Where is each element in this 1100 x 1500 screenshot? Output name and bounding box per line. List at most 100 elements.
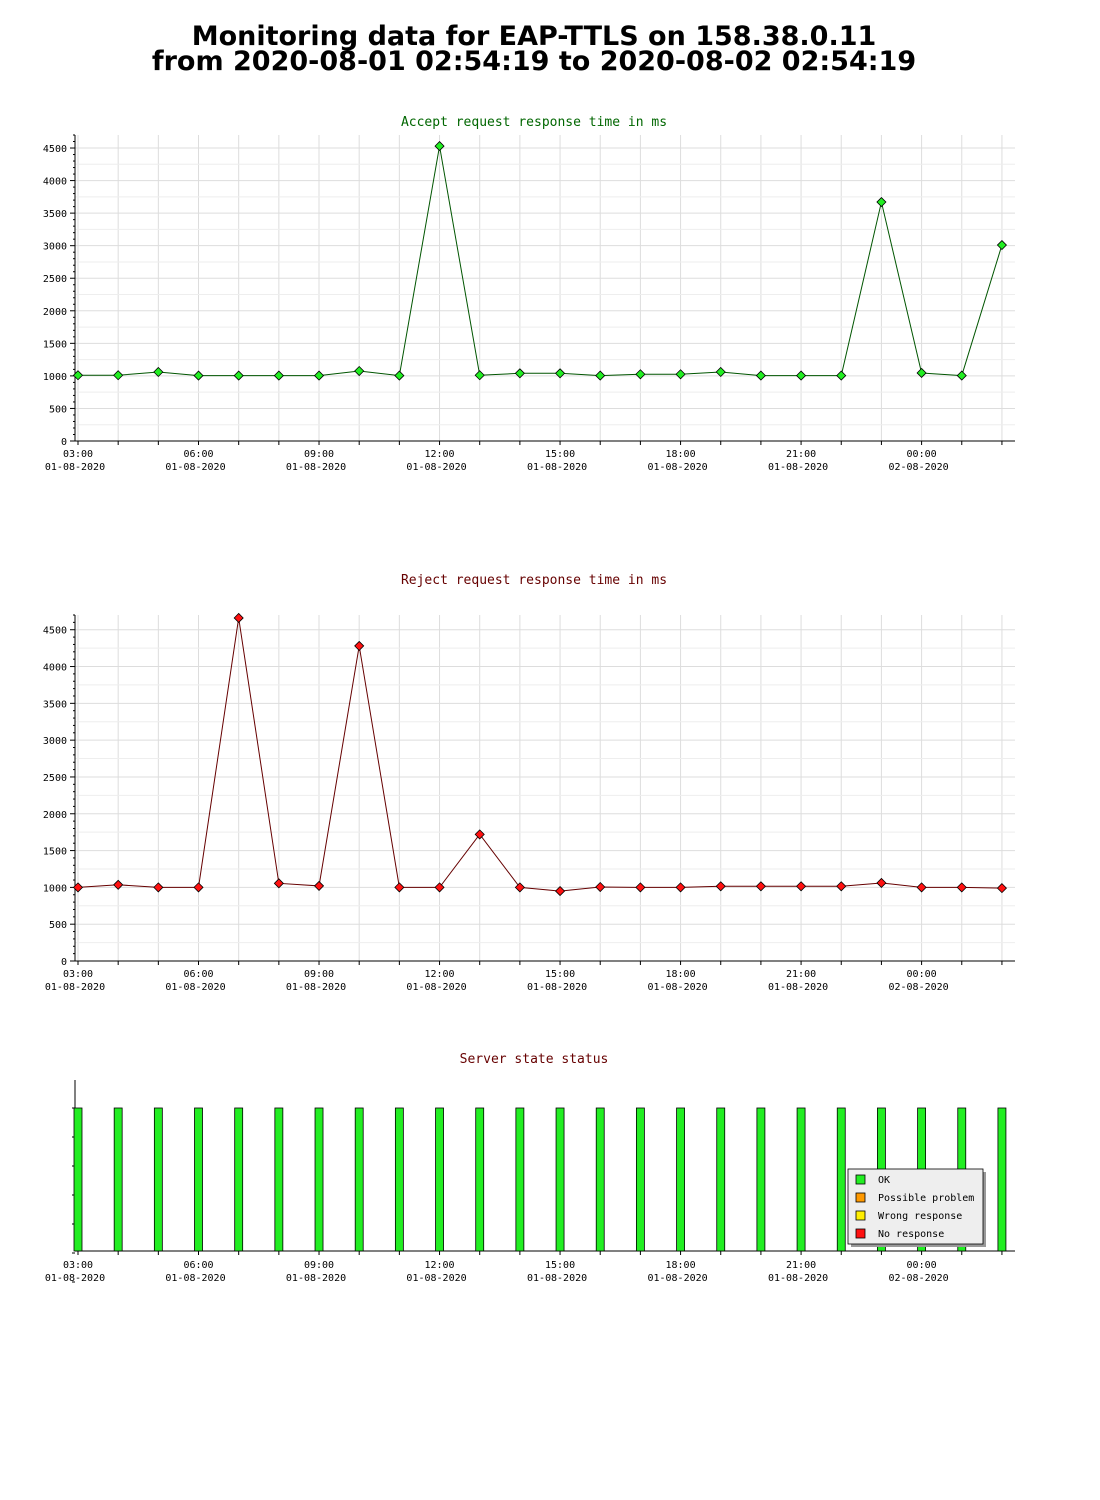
status-status-bar bbox=[435, 1107, 444, 1252]
reject-y-tick-label: 500 bbox=[49, 920, 67, 931]
accept-data-point bbox=[474, 370, 485, 381]
accept-x-tick-date: 01-08-2020 bbox=[406, 462, 466, 473]
page-title-line-1: Monitoring data for EAP-TTLS on 158.38.0… bbox=[191, 21, 877, 52]
reject-chart-title: Reject request response time in ms bbox=[401, 573, 667, 588]
legend-box bbox=[847, 1168, 984, 1245]
accept-y-tick-label: 2500 bbox=[43, 274, 67, 285]
reject-y-tick-label: 1500 bbox=[43, 847, 67, 858]
status-status-bar bbox=[515, 1107, 525, 1252]
reject-x-tick-time: 03:00 bbox=[63, 969, 93, 980]
accept-x-tick-date: 01-08-2020 bbox=[286, 462, 346, 473]
status-x-tick-time: 18:00 bbox=[666, 1260, 696, 1271]
legend-swatch bbox=[855, 1174, 866, 1185]
reject-data-point bbox=[273, 878, 284, 889]
status-status-bar bbox=[113, 1107, 123, 1252]
status-status-bar bbox=[314, 1107, 324, 1252]
status-status-bar bbox=[354, 1107, 364, 1252]
reject-data-point bbox=[836, 881, 847, 892]
accept-x-tick-time: 06:00 bbox=[183, 449, 213, 460]
status-x-tick-date: 02-08-2020 bbox=[888, 1273, 948, 1284]
status-x-tick-date: 01-08-2020 bbox=[768, 1273, 828, 1284]
accept-data-point bbox=[755, 370, 766, 381]
reject-y-tick-label: 3500 bbox=[43, 699, 67, 710]
legend-swatch bbox=[855, 1210, 866, 1221]
accept-series-line bbox=[78, 145, 1003, 377]
status-x-tick-date: 01-08-2020 bbox=[406, 1273, 466, 1284]
status-x-tick-time: 00:00 bbox=[907, 1260, 937, 1271]
accept-data-point bbox=[434, 141, 445, 152]
reject-data-point bbox=[153, 882, 164, 893]
status-status-bar bbox=[475, 1107, 485, 1252]
legend-label: OK bbox=[878, 1175, 890, 1186]
status-x-tick-date: 01-08-2020 bbox=[286, 1273, 346, 1284]
reject-x-tick-date: 01-08-2020 bbox=[406, 982, 466, 993]
accept-y-tick-label: 0 bbox=[61, 437, 67, 448]
accept-y-tick-label: 4500 bbox=[43, 144, 67, 155]
status-x-tick-time: 21:00 bbox=[786, 1260, 816, 1271]
accept-y-tick-label: 2000 bbox=[43, 307, 67, 318]
reject-x-tick-time: 18:00 bbox=[666, 969, 696, 980]
accept-data-point bbox=[916, 367, 927, 379]
status-status-bar bbox=[716, 1107, 726, 1252]
reject-x-tick-date: 02-08-2020 bbox=[888, 982, 948, 993]
status-x-tick-time: 06:00 bbox=[183, 1260, 213, 1271]
reject-data-point bbox=[233, 612, 244, 624]
accept-chart: Accept request response time in ms 0 500 10… bbox=[43, 115, 1015, 473]
reject-chart: Reject request response time in ms 0 500 10… bbox=[43, 573, 1015, 993]
reject-data-point bbox=[715, 881, 726, 892]
reject-data-point bbox=[474, 829, 485, 840]
accept-x-tick-time: 00:00 bbox=[907, 449, 937, 460]
status-status-bar bbox=[555, 1107, 565, 1252]
legend-label: Possible problem bbox=[878, 1193, 974, 1204]
status-status-bar bbox=[595, 1107, 605, 1252]
accept-data-point bbox=[635, 369, 646, 380]
accept-data-point bbox=[876, 196, 887, 208]
reject-data-point bbox=[354, 640, 365, 651]
reject-y-tick-label: 2000 bbox=[43, 810, 67, 821]
reject-y-tick-label: 0 bbox=[61, 957, 67, 968]
status-status-bar bbox=[796, 1107, 806, 1252]
accept-data-point bbox=[554, 368, 566, 379]
reject-x-tick-time: 00:00 bbox=[907, 969, 937, 980]
reject-x-tick-time: 09:00 bbox=[304, 969, 334, 980]
reject-data-point bbox=[72, 882, 84, 893]
accept-data-point bbox=[313, 370, 325, 381]
page-title: Monitoring data for EAP-TTLS on 158.38.0… bbox=[0, 21, 1068, 75]
accept-x-tick-time: 21:00 bbox=[786, 449, 816, 460]
accept-data-point bbox=[996, 239, 1007, 251]
accept-data-point bbox=[956, 370, 967, 381]
reject-series-line bbox=[77, 617, 1002, 892]
accept-y-tick-label: 4000 bbox=[43, 177, 67, 188]
accept-data-point bbox=[273, 370, 284, 381]
status-chart: Server state status 03:00 01-08-2020 06:00 0… bbox=[45, 1052, 1015, 1284]
status-x-tick-time: 15:00 bbox=[545, 1260, 575, 1271]
legend-swatch bbox=[855, 1192, 866, 1203]
accept-data-point bbox=[153, 366, 164, 378]
accept-data-point bbox=[72, 370, 84, 381]
reject-data-point bbox=[996, 883, 1007, 894]
accept-x-tick-date: 01-08-2020 bbox=[647, 462, 707, 473]
status-status-bar bbox=[635, 1107, 645, 1252]
accept-data-point bbox=[514, 368, 525, 379]
reject-data-point bbox=[635, 882, 646, 893]
accept-y-tick-label: 1500 bbox=[43, 339, 67, 350]
status-x-tick-time: 12:00 bbox=[424, 1260, 454, 1271]
status-status-bar bbox=[153, 1107, 163, 1252]
reject-y-tick-label: 3000 bbox=[43, 736, 67, 747]
accept-data-point bbox=[796, 370, 807, 381]
reject-y-tick-label: 4500 bbox=[43, 626, 67, 637]
accept-data-point bbox=[715, 366, 726, 378]
accept-data-point bbox=[836, 370, 847, 381]
reject-x-tick-date: 01-08-2020 bbox=[45, 982, 105, 993]
reject-x-tick-time: 12:00 bbox=[424, 969, 454, 980]
legend-label: No response bbox=[878, 1229, 944, 1240]
reject-data-point bbox=[394, 882, 405, 893]
accept-data-point bbox=[595, 370, 606, 381]
accept-x-tick-date: 01-08-2020 bbox=[527, 462, 587, 473]
status-status-bar bbox=[194, 1107, 203, 1252]
accept-y-tick-label: 1000 bbox=[43, 372, 67, 383]
reject-y-tick-label: 2500 bbox=[43, 773, 67, 784]
reject-data-point bbox=[514, 882, 525, 893]
status-status-bar bbox=[836, 1107, 846, 1252]
